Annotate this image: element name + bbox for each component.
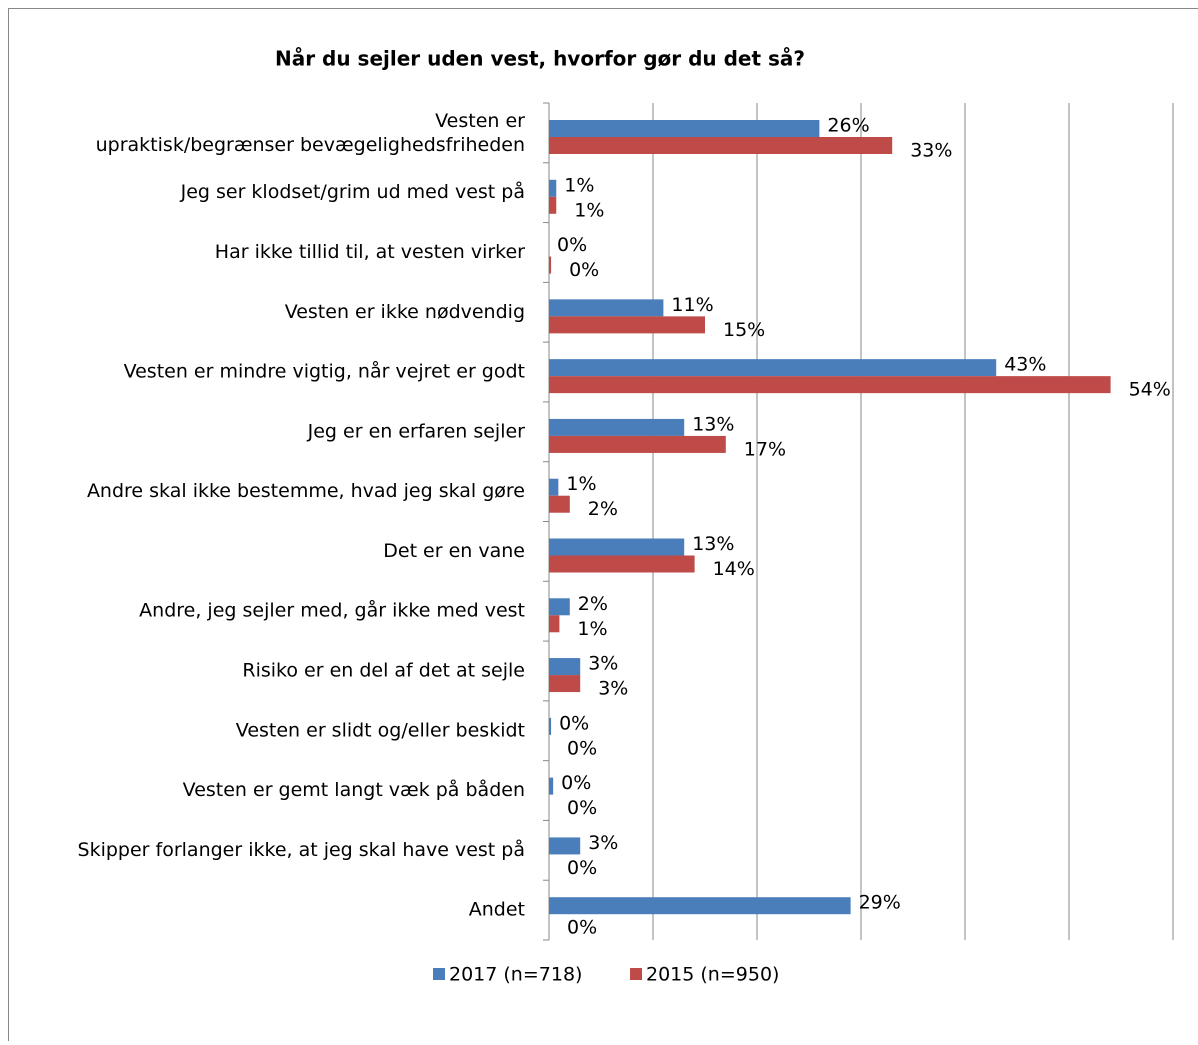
y-tick-label: Det er en vane [383, 540, 525, 562]
bar [549, 615, 559, 632]
bar [549, 316, 705, 333]
bar [549, 778, 553, 795]
data-label: 0% [557, 234, 587, 256]
data-label: 3% [588, 832, 618, 854]
bar [549, 137, 892, 154]
legend-label: 2015 (n=950) [646, 964, 779, 986]
data-label: 1% [574, 199, 604, 221]
bar [549, 120, 819, 137]
bar [549, 598, 570, 615]
chart-frame [9, 9, 1198, 1042]
data-label: 0% [567, 917, 597, 939]
y-tick-label: Jeg ser klodset/grim ud med vest på [180, 180, 525, 203]
y-tick-label: Vesten er slidt og/eller beskidt [236, 719, 525, 741]
y-tick-label: Vesten er gemt langt væk på båden [183, 778, 525, 801]
data-label: 0% [567, 797, 597, 819]
data-label: 33% [910, 140, 952, 162]
y-tick-label: Skipper forlanger ikke, at jeg skal have… [78, 838, 525, 861]
bar [549, 479, 558, 496]
data-label: 14% [713, 558, 755, 580]
data-label: 11% [671, 294, 713, 316]
legend-label: 2017 (n=718) [449, 964, 582, 986]
bar [549, 197, 556, 214]
label-line: upraktisk/begrænser bevægelighedsfrihede… [96, 133, 525, 155]
legend-swatch [433, 968, 445, 980]
legend-swatch [630, 968, 642, 980]
y-tick-label: Andre, jeg sejler med, går ikke med vest [139, 599, 525, 622]
data-label: 13% [692, 413, 734, 435]
bar [549, 419, 684, 436]
data-label: 29% [859, 892, 901, 914]
y-tick-label: Andre skal ikke bestemme, hvad jeg skal … [87, 480, 525, 502]
bar [549, 675, 580, 692]
bar [549, 376, 1111, 393]
y-tick-label: Vesten er ikke nødvendig [285, 301, 525, 323]
bar [549, 359, 996, 376]
bar [549, 180, 556, 197]
bar [549, 496, 570, 513]
data-label: 0% [569, 259, 599, 281]
data-label: 26% [827, 115, 869, 137]
bar [549, 897, 851, 914]
y-tick-label: Jeg er en erfaren sejler [307, 420, 526, 442]
data-label: 15% [723, 319, 765, 341]
y-tick-label: Andet [469, 899, 525, 921]
y-tick-label: Har ikke tillid til, at vesten virker [215, 241, 525, 263]
data-label: 3% [588, 653, 618, 675]
bar [549, 837, 580, 854]
data-label: 1% [566, 473, 596, 495]
data-label: 0% [567, 857, 597, 879]
data-label: 2% [588, 498, 618, 520]
data-label: 54% [1129, 379, 1171, 401]
data-label: 0% [559, 712, 589, 734]
data-label: 3% [598, 678, 628, 700]
data-label: 2% [578, 593, 608, 615]
bar [549, 556, 695, 573]
y-tick-label: Risiko er en del af det at sejle [242, 659, 525, 681]
bar [549, 299, 663, 316]
data-label: 17% [744, 438, 786, 460]
chart-title: Når du sejler uden vest, hvorfor gør du … [275, 47, 805, 71]
bar [549, 539, 684, 556]
bar [549, 257, 551, 274]
data-label: 0% [561, 772, 591, 794]
bar [549, 658, 580, 675]
data-label: 1% [564, 174, 594, 196]
y-tick-label: Vesten er mindre vigtig, når vejret er g… [124, 360, 525, 383]
data-label: 0% [567, 737, 597, 759]
label-line: Vesten er [435, 109, 525, 131]
data-label: 1% [577, 618, 607, 640]
data-label: 13% [692, 533, 734, 555]
data-label: 43% [1004, 354, 1046, 376]
bar [549, 718, 551, 735]
bar [549, 436, 726, 453]
